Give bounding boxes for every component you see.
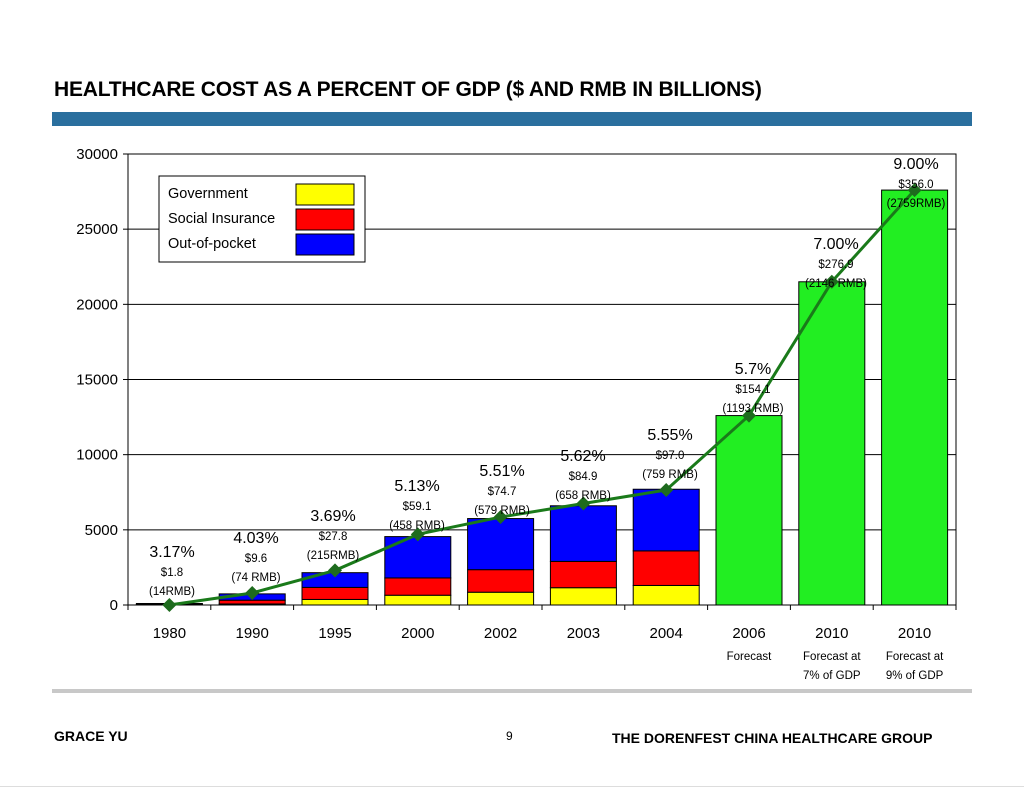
bar-social-insurance-2: [301, 586, 369, 600]
annotation-rmb: (759 RMB): [642, 469, 698, 481]
annotation-rmb: (215RMB): [307, 550, 360, 562]
trend-marker: [907, 183, 922, 198]
annotation-usd: $74.7: [488, 486, 517, 498]
annotation-usd: $154.1: [735, 384, 770, 396]
annotation-percent: 3.69%: [310, 508, 355, 525]
annotation-rmb: (2146 RMB): [805, 278, 867, 290]
trend-marker: [824, 274, 839, 289]
annotation-percent: 4.03%: [233, 530, 278, 547]
bar-government-4: [467, 591, 535, 606]
x-tick-label: 2000: [401, 625, 434, 642]
annotation-rmb: (1193 RMB): [722, 403, 783, 415]
bar-government-5: [549, 587, 617, 606]
trend-line: [169, 189, 916, 607]
x-tick-label: 2010: [898, 625, 931, 642]
annotation-usd: $84.9: [569, 471, 598, 483]
y-tick-label: 30000: [76, 146, 118, 163]
x-tick-label: 2003: [567, 625, 600, 642]
legend-swatch-social-insurance: [295, 208, 355, 231]
bar-social-insurance-5: [549, 560, 617, 589]
healthcare-cost-chart: 0 5000 10000 15000 20000 25000 30000 1980 1990 19…: [76, 146, 957, 682]
y-tick-label: 20000: [76, 296, 118, 313]
bar-social-insurance-3: [384, 577, 452, 596]
trend-marker: [659, 482, 674, 497]
bar-out-of-pocket-6: [632, 488, 700, 552]
annotation-percent: 3.17%: [149, 544, 194, 561]
y-tick-label: 15000: [76, 372, 118, 389]
trend-marker: [162, 598, 177, 612]
x-tick-label: 1990: [236, 625, 269, 642]
x-sublabel: Forecast: [727, 651, 773, 663]
legend-swatch-government: [295, 183, 355, 206]
annotation-percent: 5.62%: [560, 448, 605, 465]
legend-label: Out-of-pocket: [168, 236, 256, 252]
annotation-percent: 5.13%: [394, 478, 439, 495]
y-tick-label: 5000: [85, 522, 118, 539]
annotation-usd: $356.0: [898, 179, 933, 191]
annotation-rmb: (74 RMB): [231, 572, 280, 584]
bar-social-insurance-6: [632, 550, 700, 586]
x-sublabel: 9% of GDP: [886, 670, 944, 682]
annotation-percent: 9.00%: [893, 156, 938, 173]
annotation-usd: $1.8: [161, 567, 183, 579]
annotation-usd: $27.8: [319, 531, 348, 543]
bar-social-insurance-4: [467, 569, 535, 593]
trend-marker: [742, 408, 756, 423]
x-sublabel: Forecast at: [803, 651, 861, 663]
annotation-usd: $276.9: [818, 259, 853, 271]
annotation-rmb: (658 RMB): [555, 490, 611, 502]
annotation-percent: 5.51%: [479, 463, 524, 480]
annotation-percent: 7.00%: [813, 236, 858, 253]
bar-out-of-pocket-4: [467, 518, 535, 571]
annotation-usd: $97.0: [656, 450, 685, 462]
footer-author: GRACE YU: [54, 728, 128, 744]
x-tick-label: 1995: [318, 625, 351, 642]
trend-marker: [576, 496, 591, 511]
x-tick-label: 2004: [650, 625, 683, 642]
bar-government-3: [384, 594, 452, 606]
legend-swatch-out-of-pocket: [295, 233, 355, 256]
trend-marker: [410, 527, 425, 542]
trend-marker: [245, 585, 260, 600]
page-edge-line: [0, 786, 1024, 787]
x-sublabel: Forecast at: [886, 651, 944, 663]
x-sublabel: 7% of GDP: [803, 670, 861, 682]
bar-forecast-7: [715, 415, 783, 606]
title-underline-bar: [52, 112, 972, 126]
x-tick-label: 2006: [732, 625, 765, 642]
bar-government-6: [632, 584, 700, 606]
trend-marker: [493, 510, 508, 525]
bar-forecast-8: [798, 281, 866, 606]
annotation-percent: 5.55%: [647, 427, 692, 444]
x-tick-label: 2002: [484, 625, 517, 642]
legend-label: Social Insurance: [168, 211, 275, 227]
annotation-usd: $9.6: [245, 553, 267, 565]
annotation-rmb: (579 RMB): [474, 505, 530, 517]
bar-social-insurance-1: [218, 599, 286, 605]
footer-organization: THE DORENFEST CHINA HEALTHCARE GROUP: [612, 730, 933, 746]
annotation-rmb: (458 RMB): [389, 520, 445, 532]
bar-government-2: [301, 598, 369, 606]
annotation-percent: 5.7%: [735, 361, 771, 378]
bar-out-of-pocket-5: [549, 505, 617, 562]
slide-title: HEALTHCARE COST AS A PERCENT OF GDP ($ A…: [54, 78, 762, 101]
footer-divider: [52, 689, 972, 693]
trend-marker: [328, 563, 342, 578]
y-tick-label: 0: [110, 597, 118, 614]
annotation-rmb: (14RMB): [149, 586, 195, 598]
annotation-usd: $59.1: [403, 501, 432, 513]
bar-forecast-9: [881, 189, 949, 606]
y-tick-label: 25000: [76, 221, 118, 238]
page-number: 9: [506, 729, 513, 743]
legend-label: Government: [168, 186, 248, 202]
x-tick-label: 2010: [815, 625, 848, 642]
annotation-rmb: (2759RMB): [887, 198, 946, 210]
y-tick-label: 10000: [76, 447, 118, 464]
x-tick-label: 1980: [153, 625, 186, 642]
